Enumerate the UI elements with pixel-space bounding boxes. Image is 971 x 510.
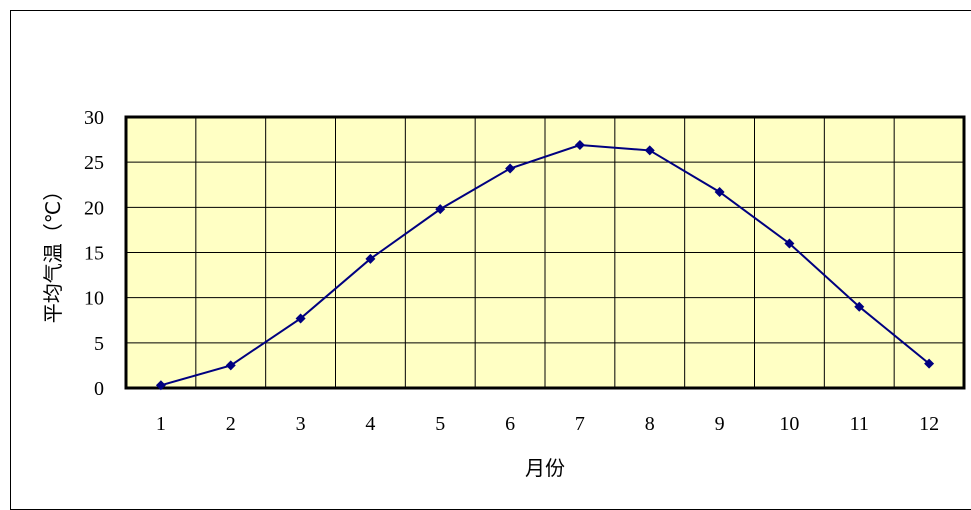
data-point-marker [924,358,935,369]
data-point-marker [784,238,795,249]
y-tick-label: 20 [84,197,104,219]
x-tick-label: 11 [850,413,869,435]
x-tick-label: 6 [505,413,515,435]
data-point-marker [155,380,166,391]
y-tick-label: 25 [84,152,104,174]
data-point-marker [644,145,655,156]
data-point-marker [365,253,376,264]
y-tick-label: 10 [84,288,104,310]
x-tick-label: 5 [435,413,445,435]
data-point-marker [854,301,865,312]
data-point-marker [505,163,516,174]
x-tick-label: 10 [779,413,799,435]
data-point-marker [225,360,236,371]
y-axis-title: 平均气温（℃） [41,181,65,323]
series-line [160,143,930,387]
x-tick-label: 7 [575,413,585,435]
y-tick-label: 5 [94,333,104,355]
y-tick-label: 0 [94,378,104,400]
x-tick-label: 8 [645,413,655,435]
data-point-marker [295,313,306,324]
y-tick-label: 15 [84,243,104,265]
x-tick-label: 1 [156,413,166,435]
data-point-marker [435,204,446,215]
x-axis-title: 月份 [525,456,565,480]
x-tick-label: 3 [296,413,306,435]
x-tick-label: 4 [365,413,375,435]
y-tick-label: 30 [84,107,104,129]
x-tick-label: 9 [715,413,725,435]
x-tick-label: 12 [919,413,939,435]
data-point-marker [574,140,585,151]
data-point-marker [714,186,725,197]
plot-border [124,115,966,390]
x-tick-label: 2 [226,413,236,435]
